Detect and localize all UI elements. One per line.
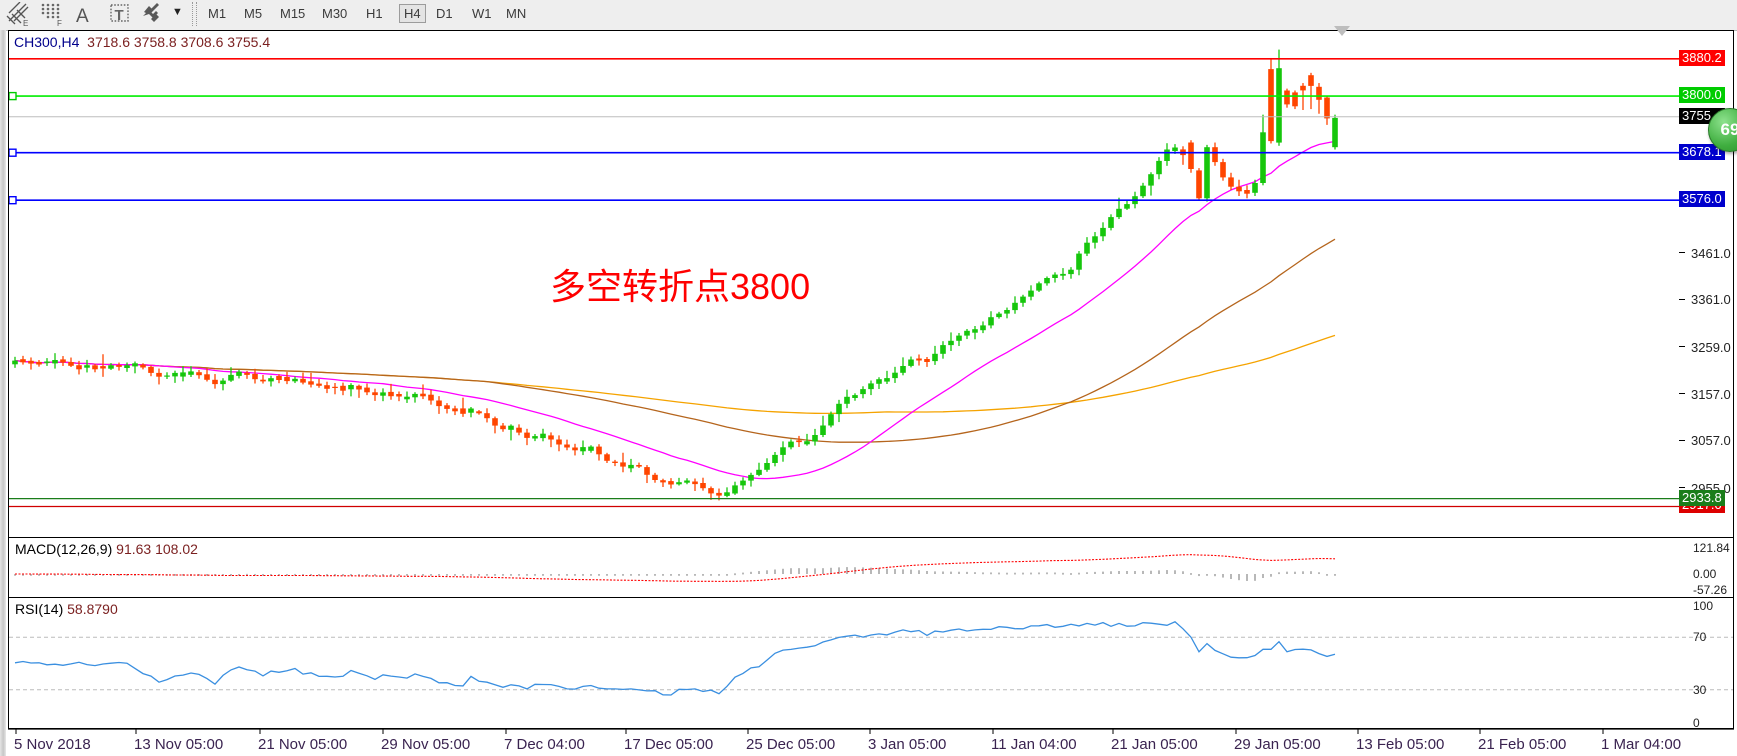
svg-text:F: F	[57, 19, 62, 28]
svg-text:E: E	[23, 19, 28, 28]
svg-text:T: T	[115, 7, 124, 24]
